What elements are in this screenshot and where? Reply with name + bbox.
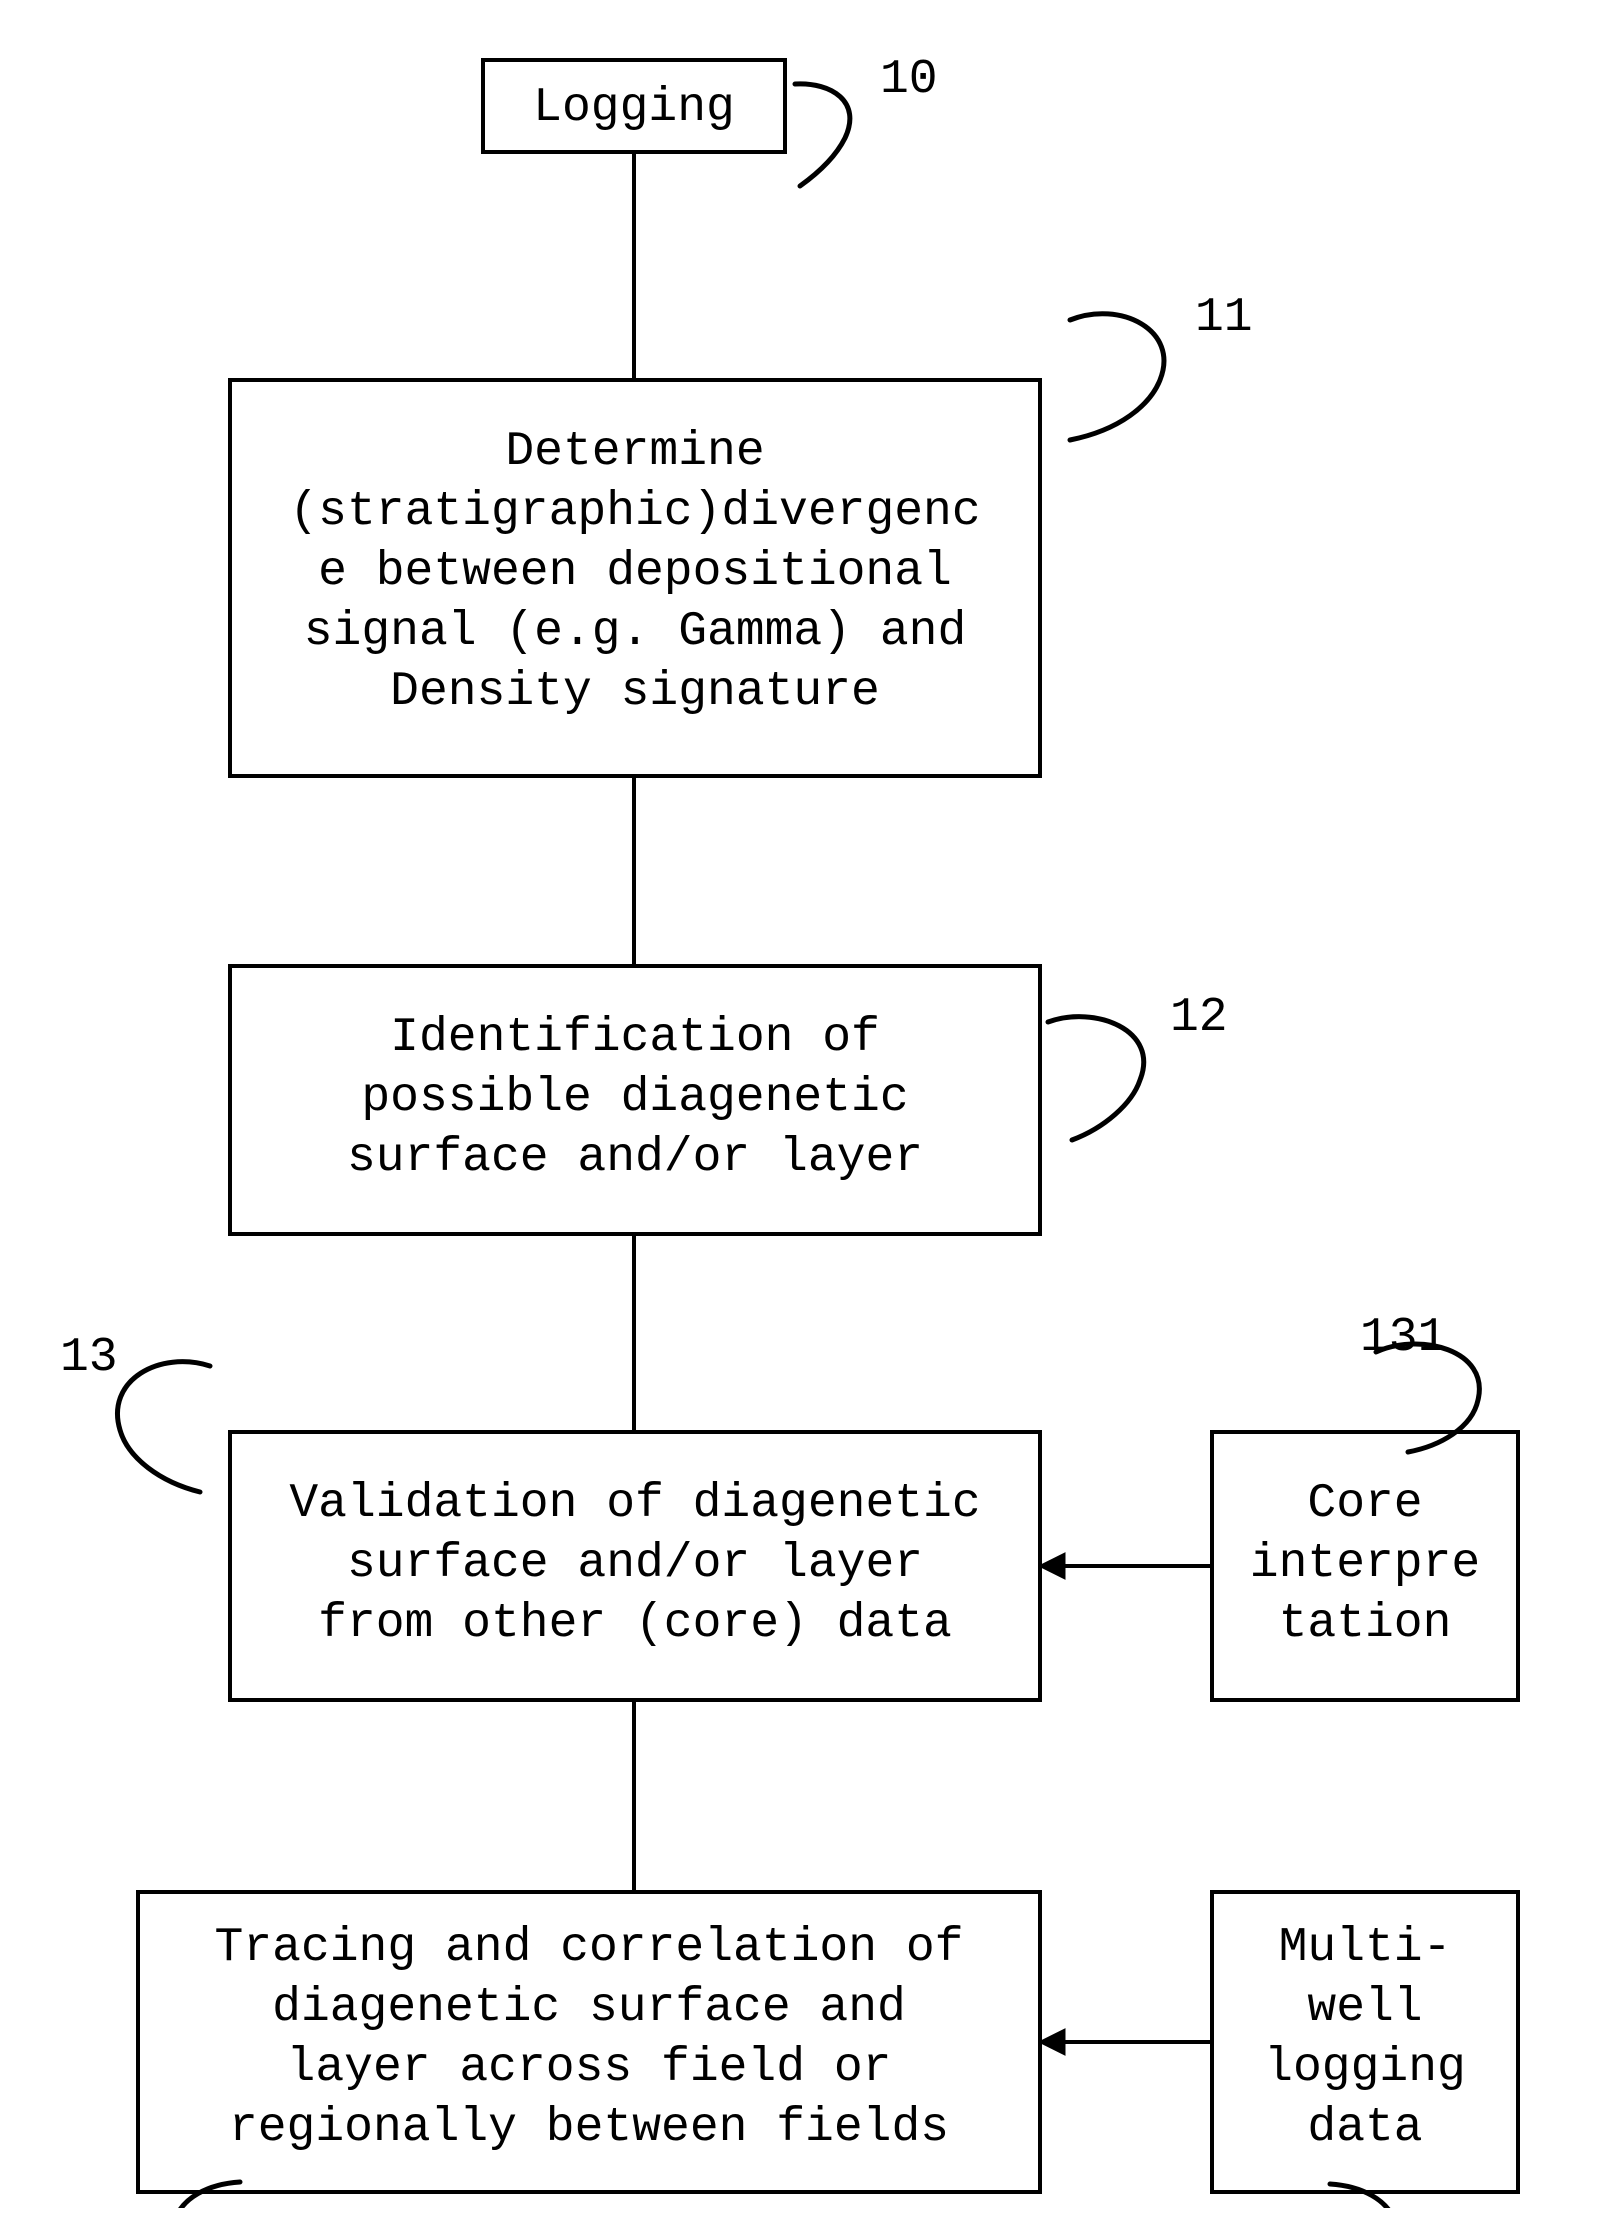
callout-label: 11 (1195, 291, 1253, 345)
callout-leader (795, 84, 850, 186)
callout-leader (1070, 314, 1164, 440)
callout-leader (117, 1362, 210, 1492)
node-text-line: signal (e.g. Gamma) and (304, 605, 967, 659)
node-text-line: Multi- (1279, 1921, 1452, 1975)
node-text-line: surface and/or layer (347, 1537, 923, 1591)
node-text-line: Core (1307, 1477, 1422, 1531)
node-text-line: logging (1264, 2041, 1466, 2095)
node-text-line: data (1307, 2101, 1422, 2155)
callout-label: 10 (880, 53, 938, 107)
callout-leader (1048, 1017, 1144, 1140)
flow-node-11: Determine (stratigraphic)divergenc e betwe… (230, 291, 1253, 776)
node-text-line: interpre (1250, 1537, 1480, 1591)
flowchart-canvas: Logging 10 Determine (stratigraphic)diverge… (0, 0, 1611, 2208)
node-text-line: layer across field or (287, 2041, 892, 2095)
node-text-line: Determine (505, 425, 764, 479)
node-text-line: regionally between fields (229, 2101, 949, 2155)
flow-node-12: Identification of possible diagenetic surf… (230, 966, 1228, 1234)
node-text-line: diagenetic surface and (272, 1981, 906, 2035)
flow-node-14: Tracing and correlation of diagenetic sur… (138, 1892, 1040, 2208)
node-text-line: e between depositional (318, 545, 952, 599)
node-text-line: Density signature (390, 665, 880, 719)
node-text-line: Tracing and correlation of (215, 1921, 964, 1975)
flow-node-131: Core interpre tation 131 (1212, 1311, 1518, 1700)
node-text-line: possible diagenetic (361, 1071, 908, 1125)
node-text-line: well (1307, 1981, 1422, 2035)
callout-label: 12 (1170, 991, 1228, 1045)
node-text-line: (stratigraphic)divergenc (289, 485, 980, 539)
node-text-line: surface and/or layer (347, 1131, 923, 1185)
flow-node-13: Validation of diagenetic surface and/or l… (60, 1331, 1040, 1700)
flow-node-10: Logging 10 (483, 53, 938, 186)
node-text-line: from other (core) data (318, 1597, 952, 1651)
callout-label: 13 (60, 1331, 118, 1385)
node-text-line: Identification of (390, 1011, 880, 1065)
node-text-line: Validation of diagenetic (289, 1477, 980, 1531)
callout-label: 131 (1360, 1311, 1446, 1365)
node-text-line: Logging (533, 81, 735, 135)
node-text-line: tation (1279, 1597, 1452, 1651)
flow-node-141: Multi-wellloggingdata141 (1205, 1892, 1518, 2208)
